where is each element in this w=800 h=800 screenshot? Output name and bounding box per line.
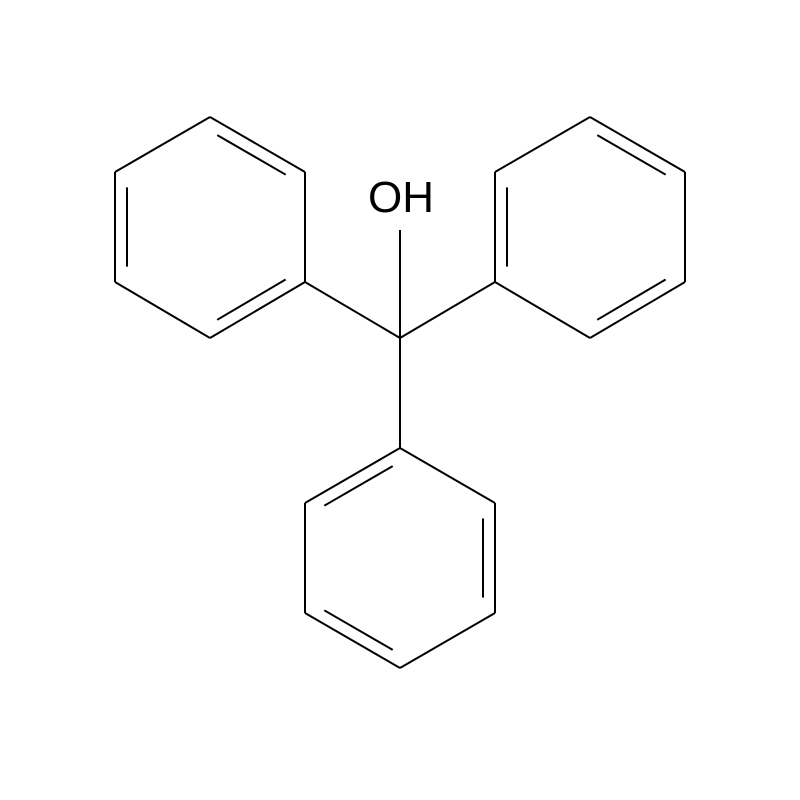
bond-line (590, 117, 685, 172)
bond-line (495, 117, 590, 172)
bond-line (210, 117, 305, 172)
bond-line (305, 448, 400, 503)
bond-line (305, 613, 400, 668)
bond-line (400, 613, 495, 668)
bond-line (115, 282, 210, 338)
hydroxyl-label: OH (368, 173, 434, 222)
bond-line (590, 282, 685, 338)
bond-line (400, 448, 495, 503)
bond-line (400, 282, 495, 338)
bond-line (210, 282, 305, 338)
bond-line (305, 282, 400, 338)
molecule-diagram: OH (0, 0, 800, 800)
bond-line (115, 117, 210, 172)
bond-line (495, 282, 590, 338)
